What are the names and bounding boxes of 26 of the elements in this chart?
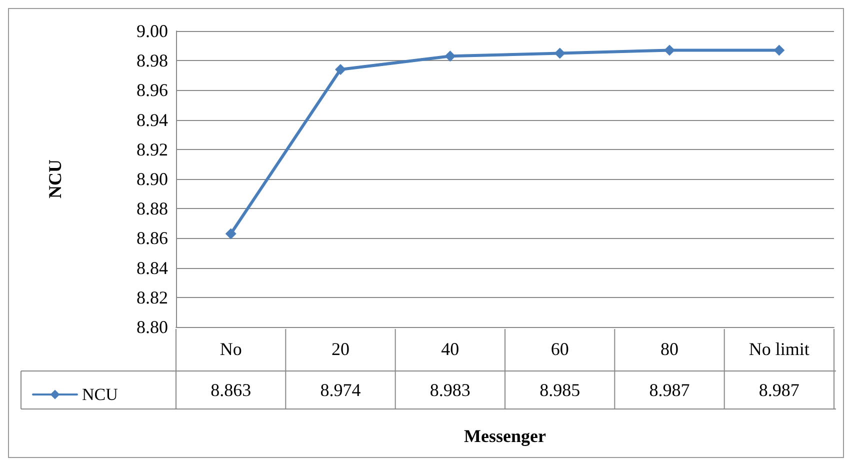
- y-tick-label: 8.80: [136, 317, 168, 337]
- data-label: 8.974: [320, 380, 361, 400]
- x-tick-label: 60: [550, 339, 569, 359]
- x-tick-label: No: [220, 339, 242, 359]
- data-label: 8.985: [540, 380, 580, 400]
- data-label: 8.983: [430, 380, 470, 400]
- x-tick-label: 20: [332, 339, 350, 359]
- legend-label: NCU: [82, 385, 118, 404]
- data-label: 8.863: [210, 380, 252, 400]
- y-tick-label: 8.92: [136, 139, 168, 160]
- y-tick-label: 8.88: [136, 198, 168, 219]
- data-label: 8.987: [649, 380, 690, 400]
- data-label: 8.987: [758, 380, 800, 400]
- y-tick-label: 9.00: [136, 21, 168, 41]
- y-tick-label: 8.94: [136, 110, 168, 130]
- y-tick-label: 8.86: [136, 228, 168, 248]
- y-axis-title: NCU: [45, 160, 65, 198]
- y-tick-label: 8.90: [136, 169, 168, 189]
- x-axis-title: Messenger: [464, 426, 546, 446]
- x-tick-label: 40: [441, 339, 460, 359]
- y-tick-label: 8.84: [136, 258, 168, 278]
- x-tick-label: No limit: [748, 339, 810, 359]
- y-tick-label: 8.98: [136, 50, 168, 71]
- y-tick-label: 8.82: [136, 287, 168, 308]
- y-tick-label: 8.96: [136, 80, 168, 100]
- x-tick-label: 80: [660, 339, 678, 359]
